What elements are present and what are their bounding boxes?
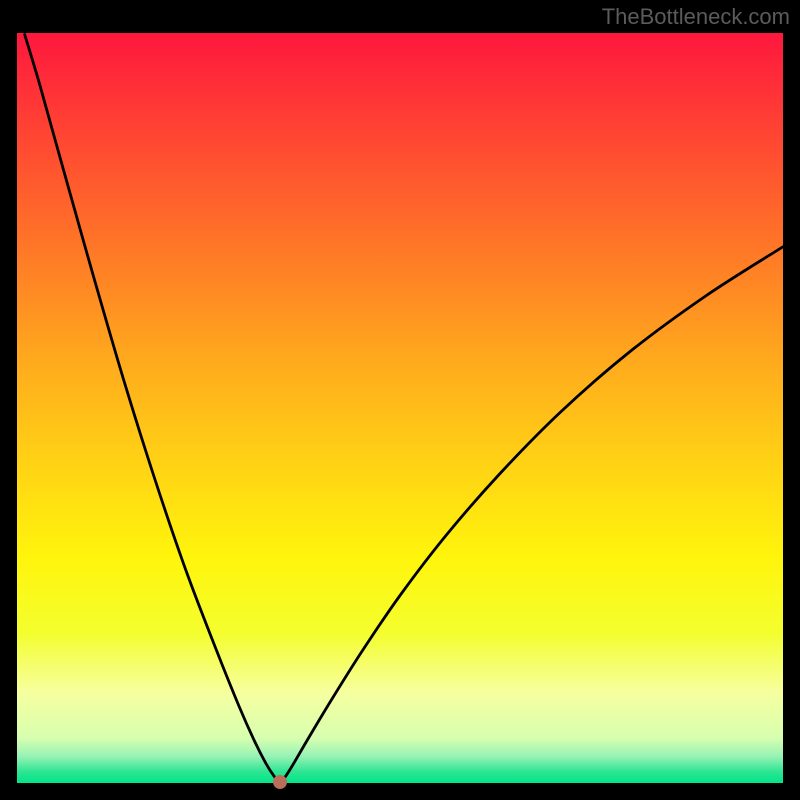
plot-area: [17, 33, 783, 783]
watermark-text: TheBottleneck.com: [602, 4, 790, 30]
minimum-marker: [273, 775, 287, 789]
outer-frame: TheBottleneck.com: [0, 0, 800, 800]
chart-svg: [17, 33, 783, 783]
bottleneck-curve: [25, 35, 783, 783]
